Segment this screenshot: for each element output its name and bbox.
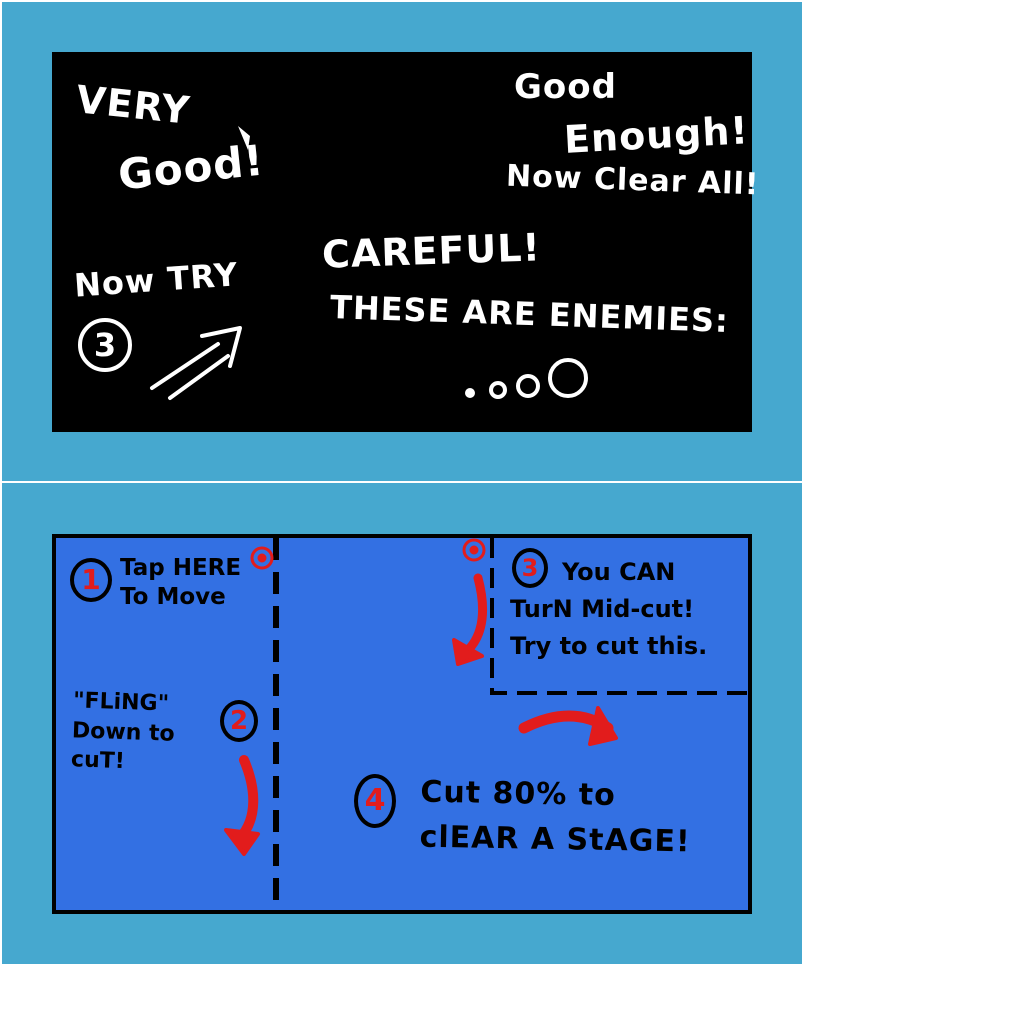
tap-target-icon bbox=[250, 546, 274, 570]
turn-right-arrow-icon bbox=[518, 706, 618, 746]
enemy-small-icon bbox=[489, 381, 507, 399]
step-two-text: "FLiNG" Down to cuT! bbox=[70, 688, 176, 775]
panel-divider bbox=[2, 481, 802, 483]
turn-down-arrow-icon bbox=[452, 573, 488, 666]
good-enough-line1: Good bbox=[514, 67, 617, 107]
chalkboard-panel: VERY Good! Good Enough! Now Clear All! N… bbox=[52, 52, 760, 432]
enemy-circles bbox=[465, 358, 588, 399]
tap-target-icon bbox=[462, 538, 486, 562]
step-one-text: Tap HERE To Move bbox=[120, 555, 242, 610]
arrow-up-right-icon bbox=[150, 326, 242, 400]
step-four-text: Cut 80% to clEAR A StAGE! bbox=[419, 774, 691, 860]
step-three-badge: 3 bbox=[78, 318, 132, 372]
stage-tutorial-panel[interactable]: 1 Tap HERE To Move 2 "FLiNG" Down to cuT… bbox=[52, 534, 752, 914]
exclamation-mark-icon bbox=[238, 126, 250, 150]
chalk-drawings bbox=[150, 126, 588, 400]
step-two-badge: 2 bbox=[220, 700, 258, 742]
step-four-badge: 4 bbox=[354, 774, 396, 828]
step-three-badge: 3 bbox=[512, 548, 548, 588]
step-three-text: You CAN TurN Mid-cut! Try to cut this. bbox=[510, 558, 708, 661]
stage-markings bbox=[224, 538, 748, 910]
enemy-medium-icon bbox=[516, 374, 540, 398]
l-shaped-cut-line bbox=[490, 538, 748, 695]
enemy-tiny-icon bbox=[465, 388, 475, 398]
fling-down-arrow-icon bbox=[224, 755, 260, 856]
enemy-large-icon bbox=[548, 358, 588, 398]
step-one-badge: 1 bbox=[70, 558, 112, 602]
